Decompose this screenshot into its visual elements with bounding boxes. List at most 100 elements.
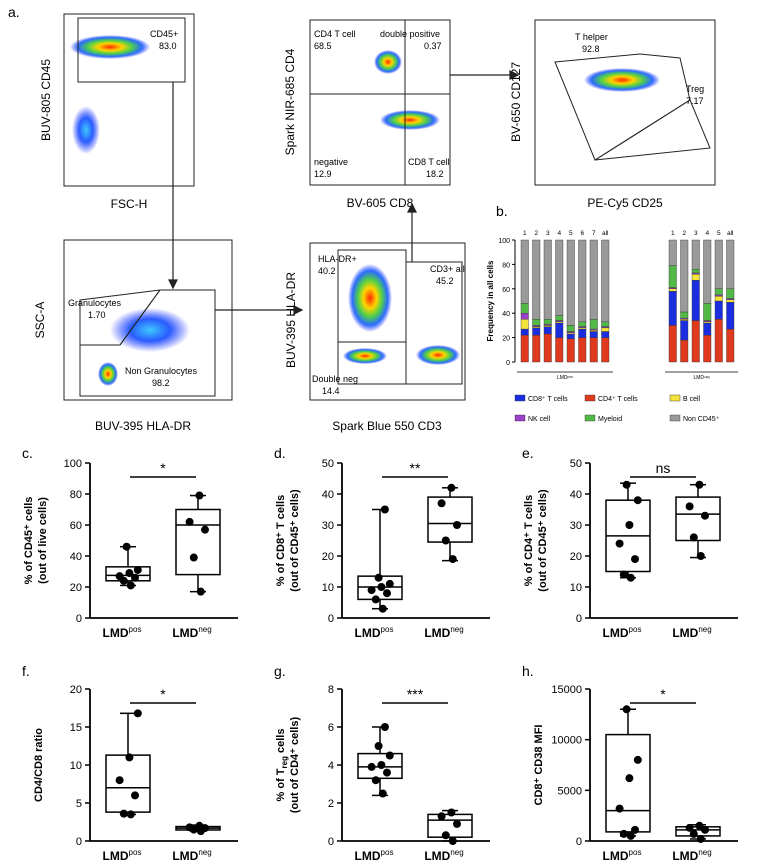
bar-segment-cd8 (714, 300, 723, 320)
gate-label: Treg (686, 84, 704, 94)
x-tick-label: LMDpos (355, 625, 394, 640)
data-point (195, 821, 204, 830)
bar-segment-myeloid (680, 311, 689, 319)
cell-cloud (584, 68, 660, 92)
y-axis-label: CD4/CD8 ratio (33, 728, 45, 802)
y-axis-label: Spark NIR-685 CD4 (283, 48, 297, 155)
data-point (626, 573, 635, 582)
data-point (701, 825, 709, 834)
gate-cd3 (405, 261, 463, 385)
box (105, 754, 151, 813)
bar-segment-nonCD45 (589, 239, 598, 320)
bar-segment-myeloid (589, 319, 598, 330)
bar-segment-cd4 (714, 319, 723, 363)
group-label: LMDᵖᵒˢ (557, 375, 573, 381)
box-plot-c: 0 20 40 60 80 100 % of CD45⁺ cells (out of live… (23, 458, 238, 640)
data-point (685, 502, 694, 511)
x-axis-label: FSC-H (111, 197, 148, 211)
bar-category-label: all (602, 230, 609, 237)
x-tick-label: LMDneg (172, 625, 211, 640)
panel-label-h: h. (522, 663, 534, 679)
y-tick-label: 0 (506, 360, 510, 367)
y-tick-label: 4 (328, 760, 334, 772)
data-point (131, 573, 139, 582)
bar-category-label: 3 (546, 230, 550, 237)
data-point (189, 553, 198, 562)
y-tick-label: 6 (328, 722, 334, 734)
legend-swatch (514, 414, 526, 422)
bar-segment-nonCD45 (532, 239, 541, 320)
bar-segment-nonCD45 (578, 239, 587, 322)
cell-cloud (380, 110, 440, 130)
bar-segment-cd4 (601, 337, 610, 363)
bar-segment-cd8 (691, 280, 700, 321)
bar-category-label: 7 (592, 230, 596, 237)
data-point (625, 774, 634, 783)
y-tick-label: 10 (322, 582, 334, 594)
bar-segment-bcell (668, 288, 677, 292)
y-tick-label: 5 (76, 798, 82, 810)
data-point (185, 517, 194, 526)
plot-ssc-hladr: Granulocytes 1.70 Non Granulocytes 98.2 … (33, 239, 233, 433)
data-point (380, 723, 389, 731)
data-point (447, 483, 456, 492)
y-tick-label: 10000 (551, 735, 582, 747)
y-tick-label: 0 (76, 613, 82, 625)
legend-label: Myeloid (598, 416, 622, 423)
bar-segment-cd4 (543, 333, 552, 363)
y-tick-label: 20 (322, 551, 334, 563)
data-point (625, 521, 634, 529)
x-tick-label: LMDneg (424, 848, 463, 863)
bar-segment-nonCD45 (703, 239, 712, 304)
bar-segment-cd4 (691, 320, 700, 363)
gate-value: 40.2 (318, 266, 336, 276)
y-tick-label: 0 (328, 613, 334, 625)
data-point (378, 789, 387, 798)
bar-segment-cd4 (703, 334, 712, 363)
plot-cd4-cd8: CD4 T cell 68.5 double positive 0.37 neg… (283, 19, 451, 210)
panel-label-e: e. (522, 445, 534, 461)
y-axis-label-2: (out of live cells) (37, 497, 49, 584)
data-point (633, 496, 642, 505)
cell-cloud (374, 50, 402, 74)
bar-segment-myeloid (726, 288, 735, 299)
panel-label-f: f. (22, 663, 30, 679)
data-point (385, 751, 394, 760)
bar-segment-myeloid (601, 321, 610, 327)
box (427, 813, 473, 838)
data-point (125, 753, 134, 762)
data-point (453, 521, 461, 529)
x-axis-label: BV-605 CD8 (347, 196, 414, 210)
x-tick-label: LMDpos (103, 848, 142, 863)
gating-arrows (168, 70, 520, 315)
bar-segment-cd4 (578, 337, 587, 363)
bar-segment-nonCD45 (714, 239, 723, 289)
data-point (622, 480, 631, 489)
flow-cytometry-panel: CD45+ 83.0 BUV-805 CD45 FSC-H CD4 T cell… (33, 13, 716, 433)
panel-label-a: a. (8, 4, 20, 20)
quadrant-label: double positive (380, 29, 440, 39)
data-point (626, 831, 635, 840)
bar-category-label: 6 (580, 230, 584, 237)
data-point (133, 709, 142, 718)
y-tick-label: 0 (76, 836, 82, 848)
significance-label: ** (410, 460, 421, 476)
bar-segment-nonCD45 (680, 239, 689, 313)
cell-cloud (343, 348, 387, 364)
bar-category-label: 3 (694, 230, 698, 237)
bar-segment-nonCD45 (691, 239, 700, 270)
bar-segment-nonCD45 (601, 239, 610, 322)
x-tick-label: LMDpos (603, 848, 642, 863)
data-point (126, 581, 135, 590)
x-axis-label: PE-Cy5 CD25 (587, 196, 663, 210)
cell-cloud (72, 106, 100, 154)
data-point (631, 825, 639, 834)
panel-label-b: b. (496, 203, 508, 219)
y-tick-label: 15 (70, 722, 82, 734)
data-point (374, 742, 383, 750)
box (675, 496, 721, 542)
data-point (622, 705, 631, 714)
box-plot-f: 0 5 10 15 20 CD4/CD8 ratio LMDpos LMDneg * (33, 684, 238, 863)
y-tick-label: 0 (328, 836, 334, 848)
data-point (133, 565, 142, 574)
